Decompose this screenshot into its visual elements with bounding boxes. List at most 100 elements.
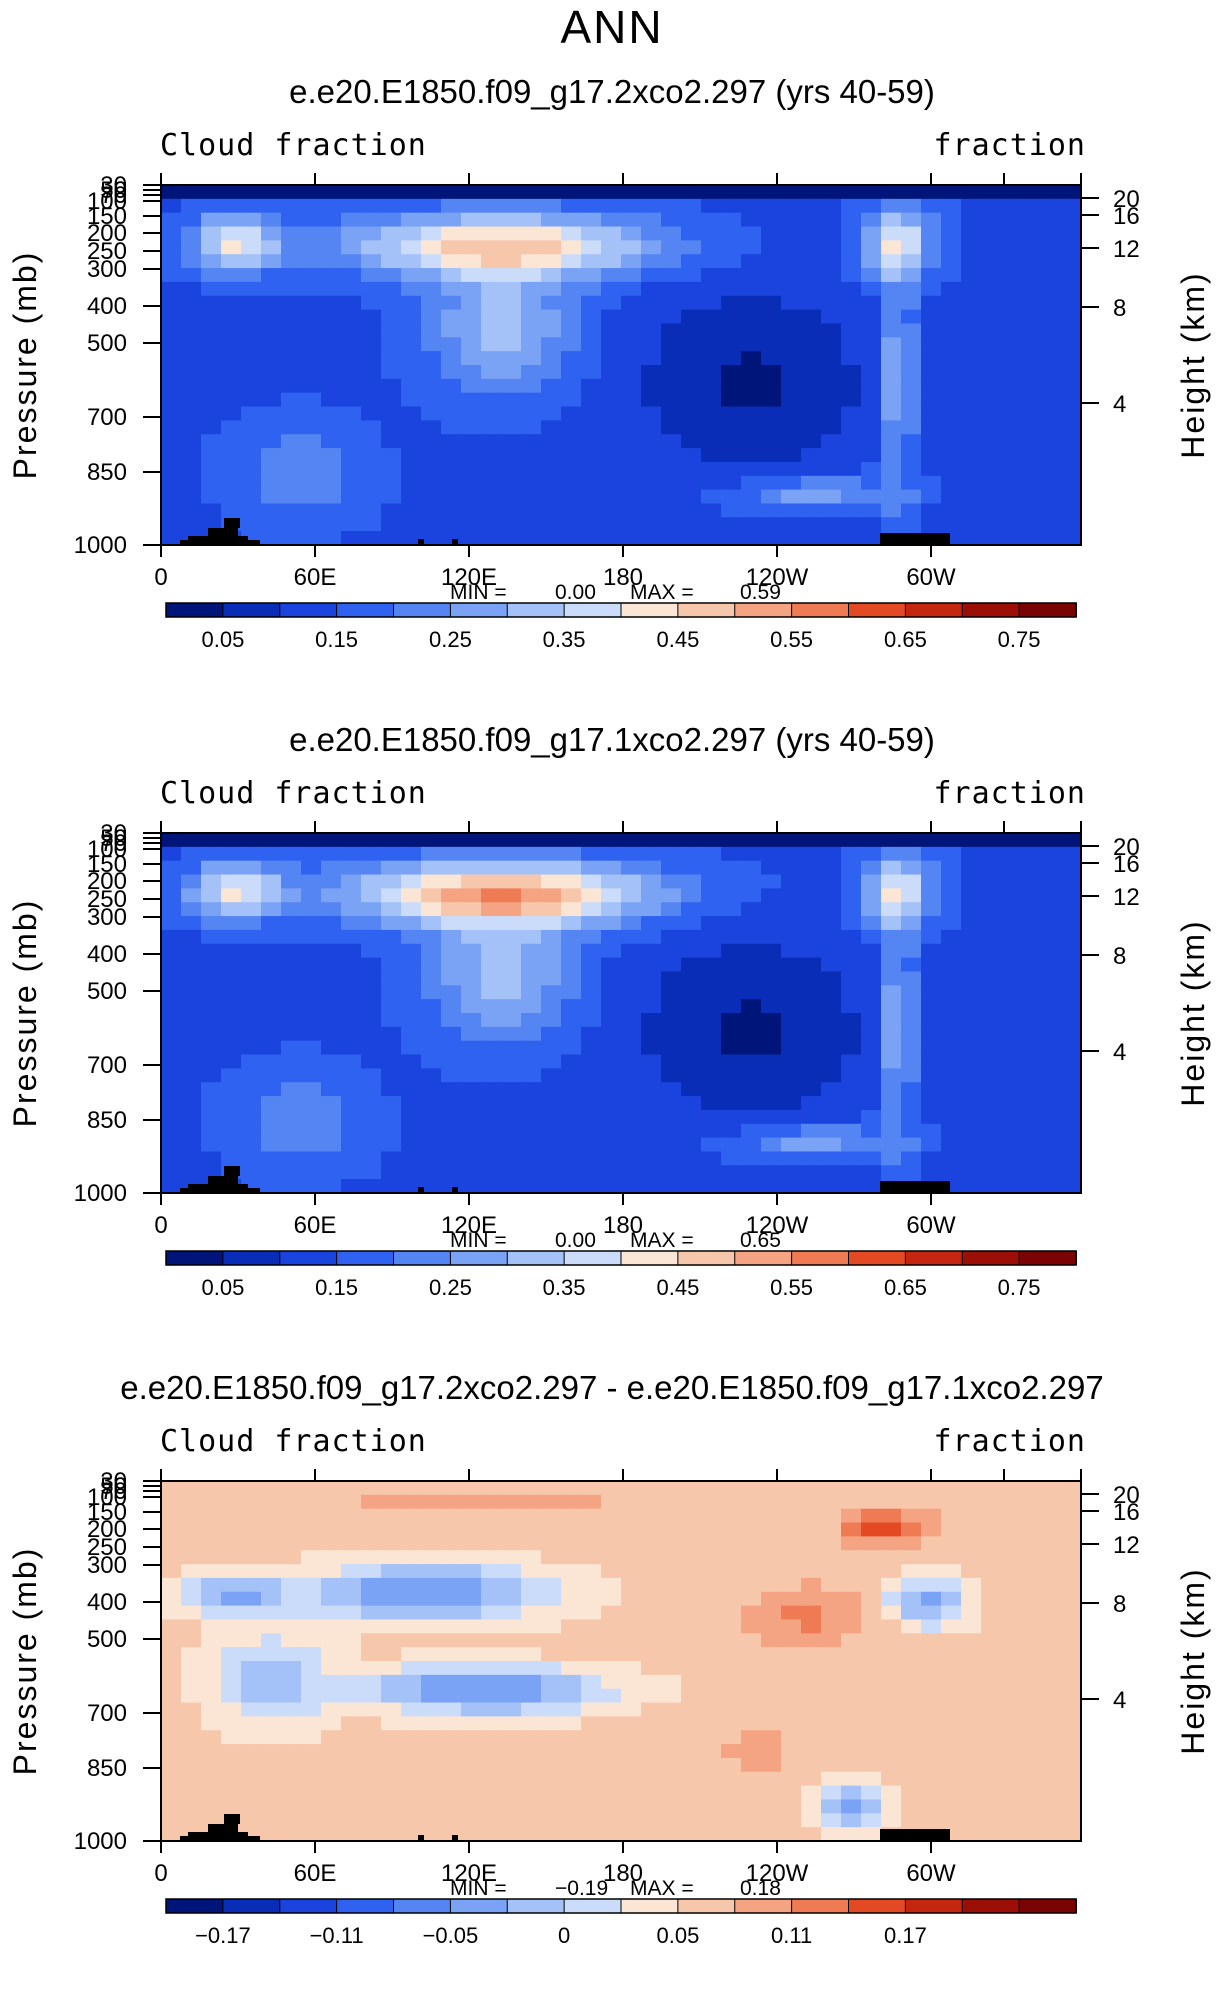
- contour-cell: [561, 406, 582, 421]
- contour-cell: [561, 1026, 582, 1042]
- contour-cell: [301, 1564, 322, 1579]
- contour-cell: [961, 1481, 982, 1496]
- contour-cell: [701, 1688, 722, 1704]
- contour-cell: [641, 929, 662, 945]
- contour-cell: [501, 240, 522, 255]
- contour-cell: [421, 846, 442, 862]
- contour-cell: [421, 888, 442, 903]
- contour-cell: [761, 1702, 782, 1717]
- contour-cell: [461, 1082, 482, 1097]
- contour-cell: [961, 323, 982, 338]
- contour-cell: [401, 378, 422, 394]
- contour-cell: [781, 985, 802, 1000]
- contour-cell: [461, 392, 482, 408]
- contour-cell: [761, 461, 782, 477]
- contour-cell: [741, 1054, 762, 1069]
- contour-cell: [481, 1744, 502, 1759]
- contour-cell: [681, 999, 702, 1014]
- contour-cell: [801, 240, 822, 255]
- contour-cell: [941, 902, 962, 917]
- contour-cell: [701, 1082, 722, 1097]
- contour-cell: [421, 1661, 442, 1676]
- contour-cell: [581, 268, 602, 283]
- contour-cell: [861, 1757, 882, 1773]
- field-name-label: Cloud fraction: [160, 776, 427, 811]
- contour-cell: [981, 1550, 1002, 1565]
- contour-cell: [281, 1494, 302, 1510]
- contour-cell: [821, 281, 842, 297]
- contour-cell: [201, 1508, 222, 1524]
- contour-cell: [1041, 434, 1062, 449]
- contour-cell: [261, 1040, 282, 1056]
- contour-cell: [761, 985, 782, 1000]
- land-mask: [880, 1181, 950, 1193]
- contour-cell: [621, 475, 642, 491]
- contour-cell: [241, 323, 262, 338]
- colorbar-segment: [279, 1250, 338, 1266]
- contour-cell: [941, 1744, 962, 1759]
- y-tick-label: 150: [87, 1499, 127, 1526]
- colorbar-segment: [336, 602, 395, 618]
- contour-cell: [1021, 351, 1042, 366]
- contour-cell: [1061, 943, 1082, 959]
- colorbar-segment: [279, 602, 338, 618]
- contour-cell: [341, 295, 362, 311]
- contour-cell: [841, 929, 862, 945]
- contour-cell: [561, 1688, 582, 1704]
- contour-cell: [861, 378, 882, 394]
- contour-cell: [281, 295, 302, 311]
- contour-cell: [601, 1068, 622, 1083]
- contour-cell: [1021, 531, 1042, 546]
- contour-cell: [201, 916, 222, 931]
- contour-cell: [581, 531, 602, 546]
- contour-cell: [201, 1619, 222, 1634]
- contour-cell: [461, 365, 482, 380]
- contour-cell: [601, 254, 622, 269]
- contour-cell: [301, 254, 322, 269]
- contour-cell: [301, 957, 322, 973]
- contour-cell: [221, 943, 242, 959]
- contour-cell: [621, 1813, 642, 1828]
- contour-cell: [281, 420, 302, 435]
- contour-cell: [861, 517, 882, 532]
- contour-cell: [1041, 1702, 1062, 1717]
- contour-cell: [721, 531, 742, 546]
- contour-cell: [481, 406, 502, 421]
- contour-cell: [521, 448, 542, 463]
- plot-field: [161, 833, 1082, 1194]
- contour-cell: [621, 517, 642, 532]
- contour-cell: [941, 1068, 962, 1083]
- contour-cell: [981, 489, 1002, 505]
- contour-cell: [1041, 902, 1062, 917]
- contour-cell: [401, 1674, 422, 1690]
- contour-cell: [361, 860, 382, 876]
- contour-cell: [221, 1494, 242, 1510]
- contour-cell: [721, 434, 742, 449]
- contour-cell: [181, 1494, 202, 1510]
- contour-cell: [181, 1026, 202, 1042]
- contour-cell: [861, 448, 882, 463]
- contour-cell: [841, 1564, 862, 1579]
- contour-cell: [841, 337, 862, 352]
- contour-cell: [221, 268, 242, 283]
- contour-cell: [621, 1550, 642, 1565]
- contour-cell: [801, 1151, 822, 1166]
- contour-cell: [621, 1013, 642, 1028]
- contour-cell: [721, 1730, 742, 1745]
- contour-cell: [541, 1481, 562, 1496]
- contour-cell: [601, 1123, 622, 1139]
- contour-cell: [361, 1716, 382, 1731]
- contour-cell: [181, 254, 202, 269]
- contour-cell: [601, 1591, 622, 1607]
- contour-cell: [901, 1550, 922, 1565]
- contour-cell: [541, 999, 562, 1014]
- contour-cell: [1021, 240, 1042, 255]
- contour-cell: [161, 1647, 182, 1662]
- contour-cell: [741, 281, 762, 297]
- contour-cell: [221, 1481, 242, 1496]
- contour-cell: [901, 295, 922, 311]
- contour-cell: [761, 1040, 782, 1056]
- contour-cell: [1001, 1151, 1022, 1166]
- contour-cell: [501, 1661, 522, 1676]
- contour-cell: [701, 1040, 722, 1056]
